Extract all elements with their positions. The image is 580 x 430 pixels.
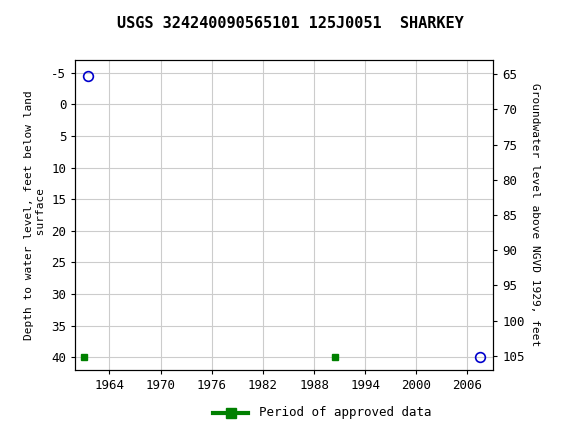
Text: USGS 324240090565101 125J0051  SHARKEY: USGS 324240090565101 125J0051 SHARKEY — [117, 16, 463, 31]
Y-axis label: Groundwater level above NGVD 1929, feet: Groundwater level above NGVD 1929, feet — [530, 83, 540, 347]
Text: ≡USGS: ≡USGS — [9, 9, 85, 28]
Y-axis label: Depth to water level, feet below land
 surface: Depth to water level, feet below land su… — [24, 90, 46, 340]
Text: Period of approved data: Period of approved data — [259, 406, 431, 419]
